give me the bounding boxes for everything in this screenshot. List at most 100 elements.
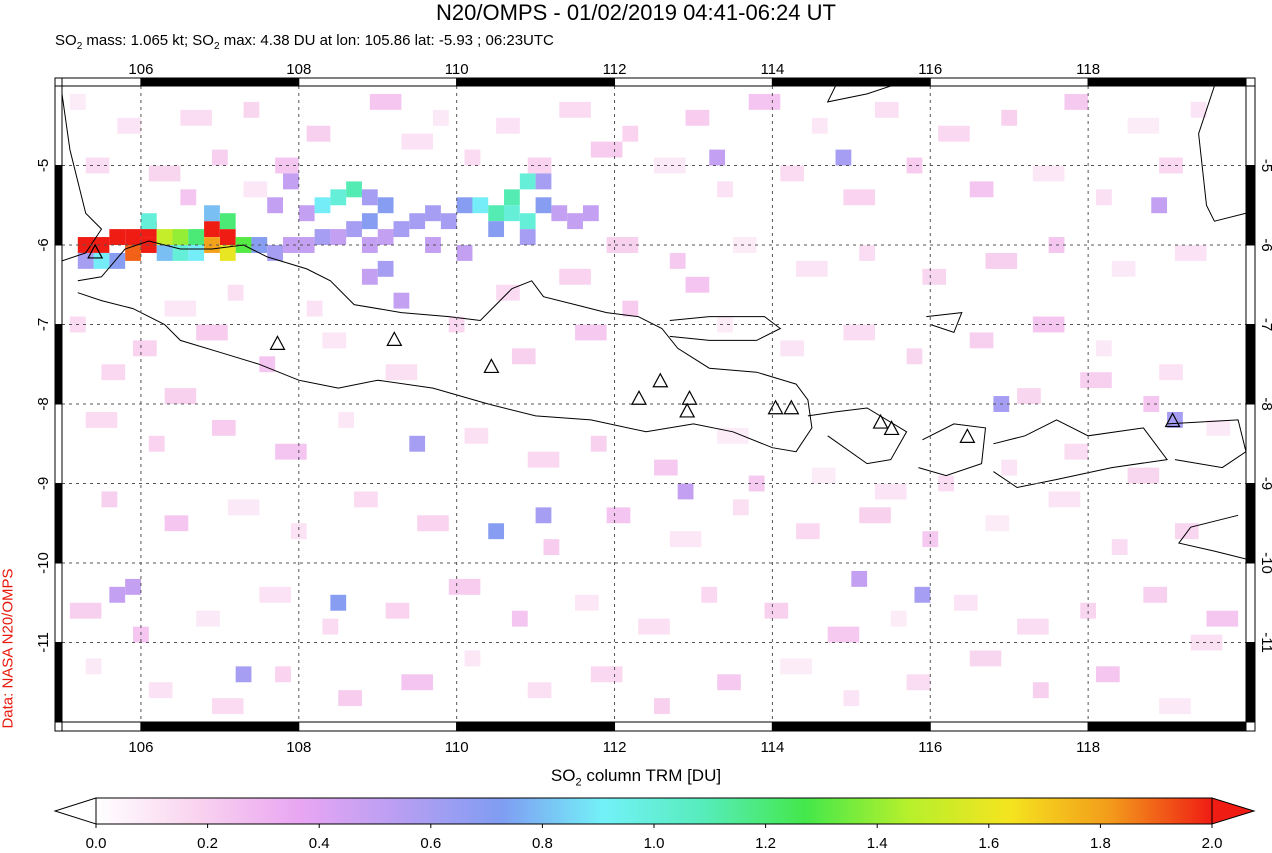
- colorbar-gradient: [95, 797, 1213, 825]
- frame-segment-left: [54, 324, 63, 405]
- volcano-icon: [652, 372, 669, 388]
- background-cell: [1190, 634, 1223, 651]
- volcano-icon: [1164, 412, 1181, 428]
- background-cell: [559, 268, 591, 285]
- x-tick-label-top: 108: [286, 61, 311, 78]
- coastline: [669, 316, 782, 341]
- volcano-icon: [483, 358, 500, 374]
- background-cell: [1190, 101, 1207, 118]
- background-cell: [164, 388, 197, 404]
- so2-cell: [361, 268, 378, 285]
- so2-cell: [535, 173, 552, 190]
- background-cell: [527, 682, 552, 699]
- so2-cell: [346, 221, 362, 238]
- so2-cell: [172, 229, 189, 245]
- background-cell: [717, 674, 741, 691]
- frame-segment-right: [1245, 244, 1256, 325]
- background-cell: [811, 117, 828, 134]
- so2-cell: [330, 189, 347, 206]
- background-cell: [464, 427, 489, 444]
- frame-segment-left: [54, 403, 63, 484]
- background-cell: [117, 117, 141, 134]
- frame-segment-top: [298, 77, 458, 87]
- background-cell: [1096, 340, 1112, 357]
- so2-cell: [456, 197, 473, 214]
- so2-cell: [914, 586, 931, 603]
- background-cell: [717, 181, 733, 198]
- so2-cell: [409, 213, 426, 230]
- background-cell: [875, 101, 899, 118]
- so2-cell: [330, 229, 347, 245]
- background-cell: [638, 618, 670, 635]
- y-tick-label-left: -11: [35, 632, 52, 653]
- frame-segment-top: [929, 77, 1089, 87]
- so2-cell: [125, 578, 141, 595]
- x-tick-label-bottom: 110: [445, 739, 469, 756]
- y-tick-label-right: -11: [1258, 632, 1272, 653]
- background-cell: [590, 435, 607, 452]
- background-cell: [401, 674, 433, 691]
- background-cell: [575, 324, 607, 341]
- so2-cell: [109, 586, 126, 603]
- background-cell: [764, 602, 789, 619]
- so2-cell: [188, 229, 205, 245]
- background-cell: [543, 539, 560, 556]
- frame-segment-left: [54, 244, 63, 325]
- frame-segment-bottom: [1087, 721, 1247, 732]
- so2-cell: [519, 213, 536, 230]
- frame-segment-right: [1245, 562, 1256, 643]
- volcano-icon: [783, 399, 800, 415]
- so2-cell: [330, 594, 347, 611]
- so2-cell: [377, 260, 394, 277]
- background-cell: [369, 93, 402, 110]
- coastlines: [62, 86, 1246, 560]
- background-cell: [85, 658, 102, 675]
- background-cell: [1143, 586, 1168, 603]
- frame-segment-bottom: [929, 721, 1089, 732]
- volcano-icon: [87, 243, 104, 259]
- background-cell: [385, 364, 418, 381]
- frame-segment-left: [54, 562, 63, 643]
- x-tick-label-top: 116: [918, 61, 942, 78]
- colorbar-label-suffix: column TRM [DU]: [581, 766, 722, 785]
- background-cell: [1111, 539, 1128, 556]
- so2-cell: [125, 245, 141, 261]
- background-cell: [101, 491, 118, 508]
- background-cell: [448, 578, 481, 595]
- so2-cell: [156, 245, 173, 261]
- frame-segment-right: [1245, 324, 1256, 405]
- so2-cell: [488, 221, 505, 238]
- background-cell: [717, 427, 749, 444]
- y-tick-label-right: -7: [1258, 318, 1272, 331]
- colorbar-label-prefix: SO: [550, 766, 576, 785]
- y-tick-label-right: -6: [1258, 238, 1272, 251]
- background-cell: [875, 483, 907, 500]
- volcano-icon: [872, 413, 889, 429]
- background-cell: [148, 165, 181, 182]
- background-cell: [843, 324, 876, 341]
- background-cell: [1001, 109, 1018, 126]
- so2-cell: [393, 292, 410, 309]
- background-cell: [1206, 419, 1231, 436]
- coastline: [62, 93, 103, 262]
- background-cell: [1032, 165, 1065, 182]
- background-cell: [180, 189, 197, 206]
- so2-cell: [535, 507, 552, 524]
- coastline: [826, 86, 891, 103]
- frame-segment-top: [456, 77, 616, 87]
- so2-cell: [267, 245, 284, 261]
- background-cell: [669, 531, 702, 548]
- background-cell: [227, 499, 260, 516]
- so2-cell: [535, 197, 552, 214]
- map-title: N20/OMPS - 01/02/2019 04:41-06:24 UT: [436, 0, 836, 25]
- coastline: [1198, 86, 1246, 222]
- colorbar-tick-label: 0.6: [420, 835, 441, 852]
- colorbar-tick-label: 1.2: [755, 835, 776, 852]
- so2-cells: [77, 149, 1183, 683]
- y-tick-label-left: -10: [35, 552, 52, 574]
- so2-cell: [551, 205, 568, 222]
- axis-ticks: 106 106 108 108 110 110 112 112 114 114 116 116 118 1…: [35, 61, 1272, 756]
- background-cell: [843, 690, 860, 707]
- so2-cell: [361, 189, 378, 206]
- background-cell: [685, 109, 710, 126]
